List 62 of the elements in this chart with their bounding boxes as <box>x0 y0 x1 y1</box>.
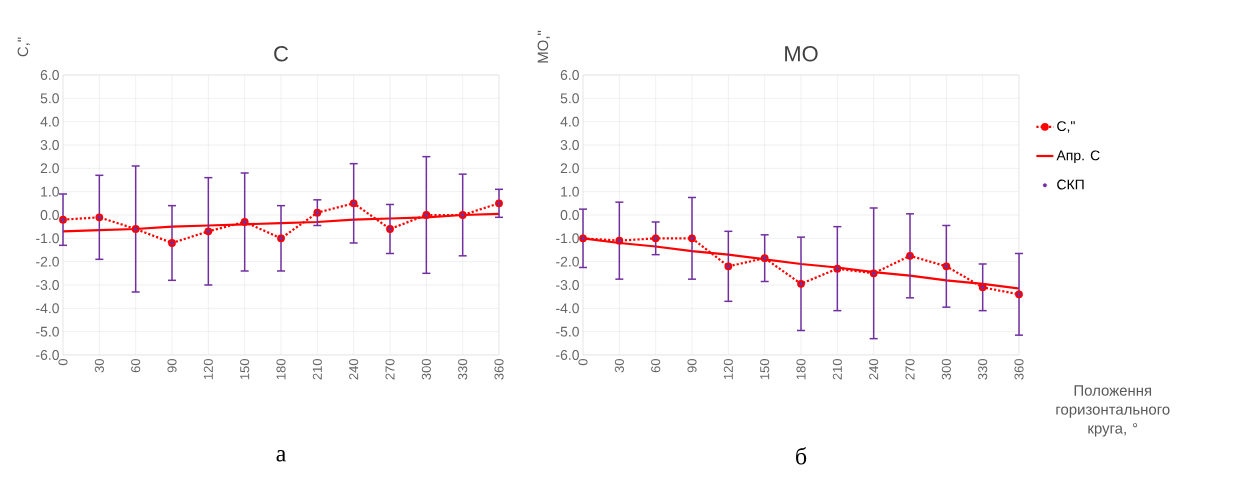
y-axis-title: С," <box>17 37 30 57</box>
x-tick-label: 60 <box>131 359 141 373</box>
chart-title: С <box>274 45 289 62</box>
x-tick-label: 90 <box>167 359 177 373</box>
y-tick-label: 0.0 <box>40 210 59 220</box>
legend-label: СКП <box>1057 179 1084 190</box>
x-tick-label: 0 <box>578 359 588 366</box>
x-tick-label: 210 <box>312 359 322 380</box>
y-tick-label: 3.0 <box>560 140 579 150</box>
chart-title: МО <box>785 45 818 62</box>
y-tick-label: -5.0 <box>36 326 59 337</box>
x-tick-label: 150 <box>240 359 250 380</box>
x-axis-title: Положення горизонтального круга, ° <box>1056 385 1170 437</box>
text: а <box>276 450 286 462</box>
y-tick-label: -5.0 <box>556 326 579 337</box>
y-tick-label: 2.0 <box>40 163 59 174</box>
x-tick-label: 300 <box>941 359 951 380</box>
y-tick-label: -1.0 <box>36 233 59 244</box>
y-tick-label: -2.0 <box>556 256 579 267</box>
y-tick-label: -6.0 <box>36 350 59 360</box>
text: б <box>796 447 807 465</box>
y-tick-label: 0.0 <box>560 210 579 220</box>
x-tick-label: 300 <box>421 359 431 380</box>
y-tick-label: -4.0 <box>556 303 579 314</box>
x-tick-label: 240 <box>349 359 359 380</box>
x-tick-label: 30 <box>614 359 624 373</box>
y-tick-label: 4.0 <box>560 116 579 127</box>
x-tick-label: 330 <box>978 359 988 380</box>
y-tick-label: 2.0 <box>560 163 579 174</box>
x-tick-label: 330 <box>458 359 468 380</box>
y-tick-label: -3.0 <box>556 280 579 290</box>
y-tick-label: -3.0 <box>36 280 59 290</box>
y-tick-label: 5.0 <box>560 93 579 104</box>
legend-label: Апр. С <box>1056 150 1100 164</box>
x-tick-label: 60 <box>651 359 661 373</box>
x-tick-label: 120 <box>203 359 213 380</box>
y-tick-label: 1.0 <box>561 186 579 197</box>
x-tick-label: 150 <box>760 359 770 380</box>
y-tick-label: 4.0 <box>40 116 59 127</box>
y-tick-label: 6.0 <box>560 70 579 80</box>
y-tick-label: 5.0 <box>40 93 59 104</box>
x-tick-label: 270 <box>385 359 395 380</box>
y-tick-label: 1.0 <box>41 186 59 197</box>
x-tick-label: 0 <box>58 359 68 366</box>
x-tick-label: 360 <box>1014 359 1024 380</box>
y-tick-label: -1.0 <box>556 233 579 244</box>
y-tick-label: 3.0 <box>40 140 59 150</box>
y-axis-title: МО," <box>537 30 550 63</box>
x-tick-label: 180 <box>796 359 806 380</box>
legend-label: С," <box>1057 121 1075 133</box>
y-tick-label: -6.0 <box>556 350 579 360</box>
x-tick-label: 210 <box>832 359 842 380</box>
y-tick-label: -4.0 <box>36 303 59 314</box>
x-tick-label: 120 <box>723 359 733 380</box>
y-tick-label: -2.0 <box>36 256 59 267</box>
x-tick-label: 240 <box>869 359 879 380</box>
x-tick-label: 270 <box>905 359 915 380</box>
x-tick-label: 360 <box>494 359 504 380</box>
x-tick-label: 90 <box>687 359 697 373</box>
y-tick-label: 6.0 <box>40 70 59 80</box>
x-tick-label: 30 <box>94 359 104 373</box>
x-tick-label: 180 <box>276 359 286 380</box>
